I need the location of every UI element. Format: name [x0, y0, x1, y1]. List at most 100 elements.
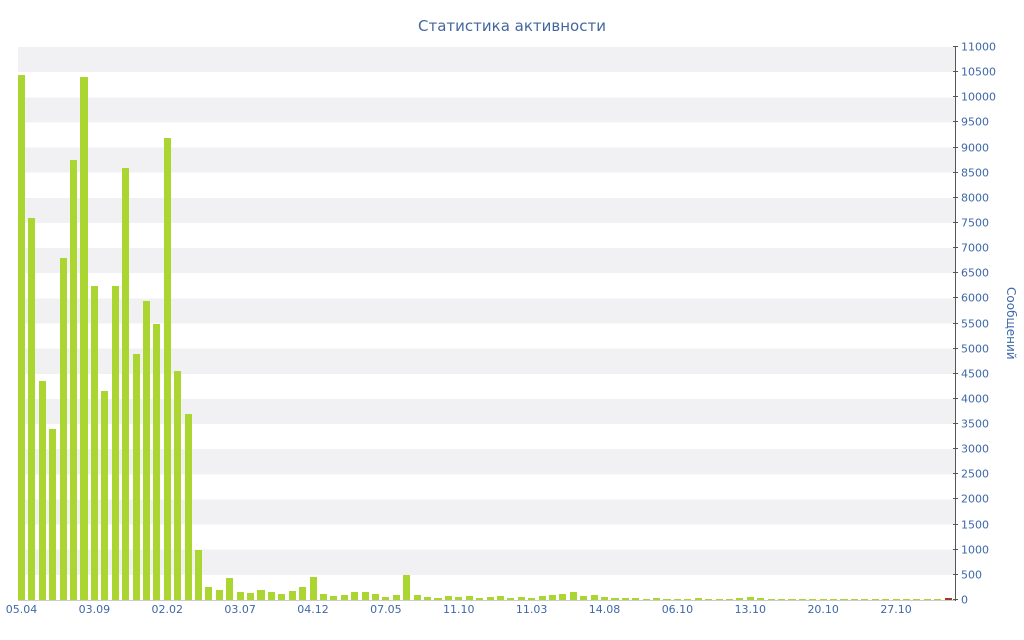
x-tick-label: 06.10: [661, 603, 694, 616]
y-tick-mark: [953, 347, 958, 349]
y-tick-mark: [953, 297, 958, 299]
bar: [49, 429, 57, 600]
plot-area: [18, 47, 955, 600]
bar: [194, 549, 203, 600]
x-tick-label: 04.12: [297, 603, 329, 616]
bar: [111, 285, 119, 600]
bar: [569, 592, 577, 600]
x-tick-label: 02.02: [151, 603, 184, 616]
bar: [90, 285, 98, 600]
x-tick-label: 11.10: [443, 603, 475, 616]
y-tick-label: 7000: [961, 241, 989, 255]
x-tick-label: 20.10: [807, 603, 839, 616]
bar: [361, 592, 369, 600]
y-tick-label: 500: [961, 568, 982, 582]
bar: [309, 576, 317, 600]
bars-container: [18, 47, 955, 600]
bar: [80, 77, 88, 600]
bar: [413, 595, 421, 600]
y-tick-mark: [953, 372, 958, 374]
y-tick-mark: [953, 46, 958, 47]
y-tick-mark: [953, 523, 958, 525]
y-tick-mark: [953, 171, 958, 173]
x-tick-label: 03.09: [78, 603, 111, 616]
bar: [28, 217, 36, 600]
bar: [861, 599, 869, 600]
bar: [798, 599, 806, 600]
y-tick-label: 9000: [961, 141, 989, 155]
bar: [913, 598, 921, 600]
x-tick-label: 07.05: [370, 603, 402, 616]
y-tick-mark: [953, 247, 958, 249]
bar: [59, 258, 67, 600]
bar: [382, 596, 390, 600]
bar: [319, 593, 327, 600]
x-tick-label: 03.07: [224, 603, 256, 616]
y-tick-mark: [953, 96, 958, 98]
y-tick-label: 1500: [961, 518, 989, 532]
bar: [507, 597, 515, 600]
bar: [371, 594, 380, 600]
bar: [590, 594, 598, 600]
bar: [757, 598, 765, 600]
bar: [205, 586, 213, 600]
bar: [340, 594, 348, 600]
x-tick-label: 11.03: [515, 603, 548, 616]
bar: [892, 599, 900, 600]
y-tick-mark: [953, 272, 958, 274]
bar: [257, 589, 265, 600]
bar: [299, 587, 307, 600]
bar: [902, 599, 911, 600]
bar: [476, 597, 484, 600]
bar: [163, 137, 171, 600]
bar-current-period: [944, 597, 952, 600]
y-tick-mark: [953, 473, 958, 475]
bar: [278, 593, 286, 600]
y-tick-label: 0: [961, 593, 968, 607]
bar: [424, 596, 432, 600]
x-axis-line: [18, 600, 955, 601]
bar: [632, 598, 640, 600]
y-tick-mark: [953, 121, 958, 123]
bar: [215, 590, 223, 600]
y-tick-mark: [953, 423, 958, 425]
bar: [621, 597, 629, 600]
y-tick-label: 7500: [961, 216, 989, 230]
bar: [715, 599, 723, 600]
y-tick-label: 3000: [961, 442, 989, 456]
y-tick-label: 11000: [961, 40, 996, 54]
bar: [871, 599, 879, 600]
bar: [923, 599, 931, 600]
bar: [226, 578, 234, 600]
y-tick-label: 8000: [961, 191, 989, 205]
y-tick-label: 10000: [961, 90, 996, 104]
y-tick-mark: [953, 221, 958, 223]
bar: [663, 598, 671, 600]
bar: [174, 371, 182, 600]
y-tick-mark: [953, 196, 958, 198]
bar: [611, 598, 619, 600]
y-tick-label: 1000: [961, 543, 989, 557]
y-axis-tick-labels: 0 500 1000 1500 2000 2500 3000 3500 4000 4500 5000…: [961, 42, 1007, 606]
y-tick-label: 6000: [961, 291, 989, 305]
y-tick-mark: [953, 548, 958, 550]
y-tick-mark: [953, 71, 958, 73]
bar: [767, 598, 775, 600]
y-tick-label: 4500: [961, 367, 989, 381]
bar: [153, 323, 161, 600]
bar: [455, 596, 463, 600]
bar: [840, 599, 848, 600]
bar: [392, 595, 400, 600]
y-tick-label: 9500: [961, 115, 989, 129]
bar: [673, 598, 681, 600]
bar: [882, 598, 890, 600]
bar: [653, 598, 661, 600]
y-tick-label: 2000: [961, 492, 989, 506]
bar: [444, 596, 452, 600]
bar: [403, 574, 411, 600]
bar: [538, 596, 546, 600]
bar: [934, 599, 942, 600]
y-tick-mark: [953, 146, 958, 148]
bar: [725, 598, 734, 600]
